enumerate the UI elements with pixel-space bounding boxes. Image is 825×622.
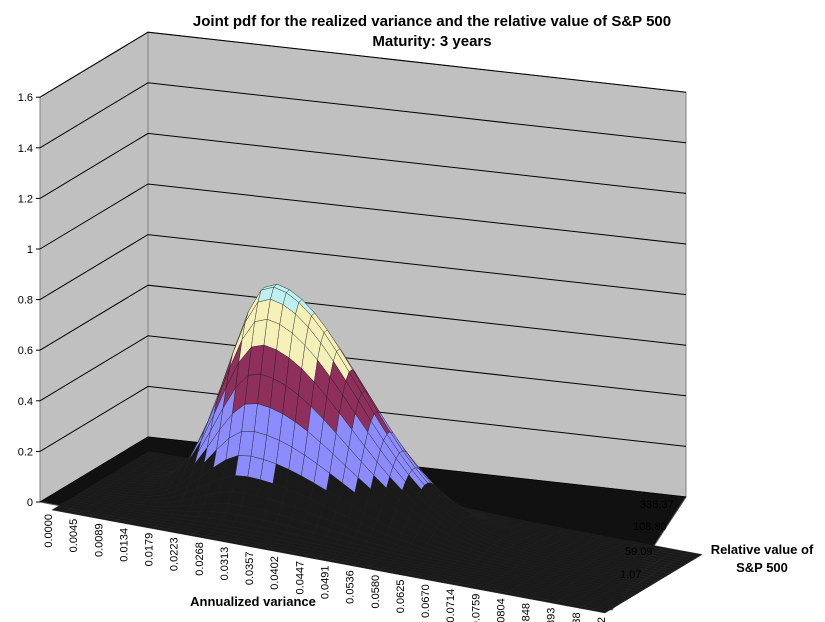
chart-gridlines bbox=[36, 31, 687, 503]
x-tick-label: 0.0268 bbox=[194, 542, 206, 576]
chart-ticks: 0 0.2 0.4 0.6 0.8 1 1.2 1.4 1.6 0.0000 0.0045 0.008… bbox=[18, 92, 674, 622]
z-tick-label: 0.2 bbox=[18, 446, 33, 458]
x-tick-label: 0.0580 bbox=[370, 575, 382, 609]
x-tick-label: 0.0848 bbox=[521, 603, 533, 622]
y-axis-label-line2: S&P 500 bbox=[736, 560, 788, 575]
z-gridline bbox=[39, 82, 687, 149]
z-gridline bbox=[39, 284, 687, 351]
z-tick-label: 0.4 bbox=[18, 396, 33, 408]
x-tick-label: 0.0447 bbox=[294, 561, 306, 595]
z-tick-label: 0.6 bbox=[18, 345, 33, 357]
x-tick-label: 0.0045 bbox=[68, 519, 80, 553]
y-tick-label: 1.07 bbox=[620, 569, 641, 581]
z-tick-label: 0 bbox=[27, 497, 33, 509]
z-tick-label: 1.6 bbox=[18, 92, 33, 104]
y-tick-label: 336.37 bbox=[640, 499, 674, 511]
y-axis-label-line1: Relative value of bbox=[711, 542, 814, 557]
x-tick-label: 0.0893 bbox=[546, 608, 558, 622]
x-tick-label: 0.0402 bbox=[269, 556, 281, 590]
z-gridline bbox=[39, 385, 687, 452]
x-tick-label: 0.0759 bbox=[470, 594, 482, 622]
x-tick-label: 0.0223 bbox=[169, 537, 181, 571]
x-tick-label: 0.0313 bbox=[219, 547, 231, 581]
x-tick-label: 0.0491 bbox=[320, 566, 332, 600]
z-gridline bbox=[39, 183, 687, 250]
z-tick-label: 0.8 bbox=[18, 295, 33, 307]
surface-facet bbox=[591, 608, 609, 614]
z-gridline bbox=[39, 132, 687, 199]
x-tick-label: 0.0134 bbox=[118, 528, 130, 562]
x-tick-label: 0.0625 bbox=[395, 580, 407, 614]
z-gridline bbox=[39, 31, 687, 98]
y-tick-label: 108.80 bbox=[633, 521, 667, 533]
x-tick-label: 0.0179 bbox=[144, 533, 156, 567]
z-gridline bbox=[39, 335, 687, 402]
surface-plot bbox=[51, 283, 703, 614]
x-tick-label: 0.0804 bbox=[495, 598, 507, 622]
x-tick-label: 0.0938 bbox=[571, 612, 583, 622]
x-tick-label: 0.0982 bbox=[596, 617, 608, 622]
chart-title: Joint pdf for the realized variance and … bbox=[193, 13, 671, 30]
x-tick-label: 0.0714 bbox=[445, 589, 457, 622]
x-axis-label: Annualized variance bbox=[190, 594, 316, 609]
x-tick-label: 0.0089 bbox=[93, 523, 105, 557]
z-gridline bbox=[39, 234, 687, 301]
z-tick-label: 1 bbox=[27, 244, 33, 256]
x-tick-label: 0.0357 bbox=[244, 551, 256, 585]
x-tick-label: 0.0670 bbox=[420, 584, 432, 618]
x-tick-label: 0.0000 bbox=[43, 514, 55, 548]
y-tick-label: 59.09 bbox=[625, 546, 653, 558]
z-gridline bbox=[39, 436, 687, 503]
z-tick-label: 1.4 bbox=[18, 143, 33, 155]
x-tick-label: 0.0536 bbox=[345, 570, 357, 604]
chart-subtitle: Maturity: 3 years bbox=[372, 33, 491, 50]
z-tick-label: 1.2 bbox=[18, 193, 33, 205]
